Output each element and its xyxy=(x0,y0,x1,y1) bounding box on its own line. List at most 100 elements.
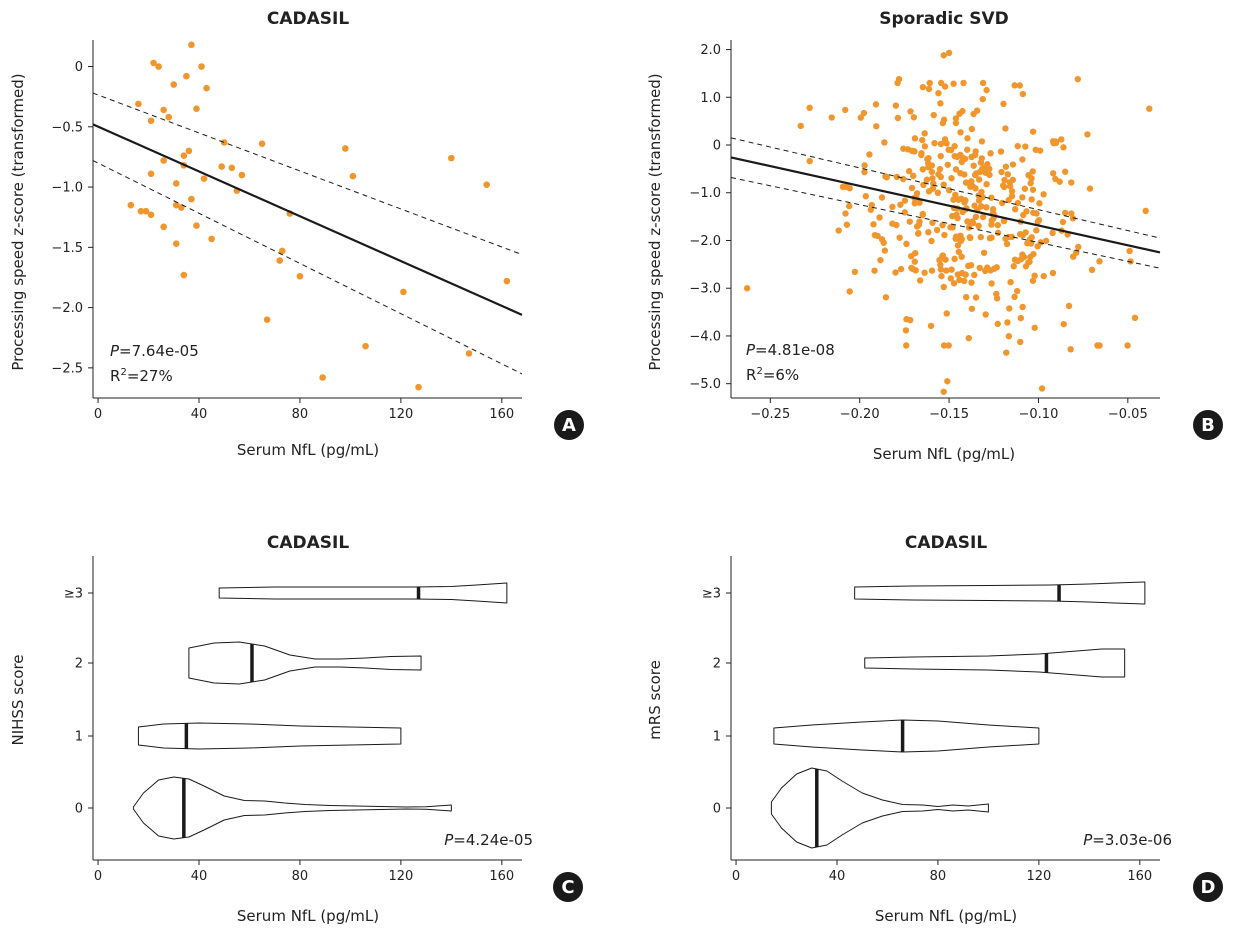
panel-a-point xyxy=(503,277,511,285)
panel-b-point xyxy=(894,114,902,122)
panel-b-point xyxy=(952,119,960,127)
panel-b-point xyxy=(940,181,947,188)
panel-d-y-tick-label: ≥3 xyxy=(702,587,721,602)
panel-b-point xyxy=(892,269,899,276)
panel-d-badge-circle xyxy=(1193,872,1223,902)
panel-b-point xyxy=(1038,385,1046,392)
panel-a-r2-sup: 2 xyxy=(120,367,126,378)
panel-b-point xyxy=(876,214,883,221)
panel-a-point xyxy=(448,154,455,162)
panel-b: Sporadic SVD −0.25 −0.20 −0.15 −0.10 −0.05 2.… xyxy=(646,9,1223,463)
panel-b-point xyxy=(1127,258,1134,265)
panel-c-y-tick-label: 0 xyxy=(75,802,83,817)
panel-b-point xyxy=(958,253,965,260)
panel-c-x-tick-label: 0 xyxy=(94,869,102,884)
panel-a-point xyxy=(170,81,178,88)
panel-a-point xyxy=(160,157,167,164)
panel-b-point xyxy=(1075,243,1082,251)
panel-b-point xyxy=(1021,185,1029,192)
panel-b-point xyxy=(1019,90,1027,98)
panel-d-y-tick-label: 1 xyxy=(713,730,721,745)
panel-b-point xyxy=(972,148,979,155)
panel-b-x-tick-label: −0.20 xyxy=(840,407,880,422)
panel-a: CADASIL 0 40 80 120 160 0 −0.5 −1.0 −1.5 −2.0 −2.5… xyxy=(9,9,584,459)
panel-b-r2: R2=6% xyxy=(746,366,799,384)
panel-a-r2-label: R xyxy=(110,367,120,385)
panel-b-point xyxy=(945,342,952,349)
panel-b-point xyxy=(1000,100,1007,108)
panel-a-point xyxy=(188,195,195,203)
panel-b-title: Sporadic SVD xyxy=(879,9,1008,29)
panel-b-p-number: =4.81e-08 xyxy=(755,341,835,359)
panel-a-point xyxy=(415,383,422,391)
panel-a-y-tick-label: 0 xyxy=(75,60,83,75)
panel-b-point xyxy=(939,252,947,259)
panel-c-plot-area: 0 40 80 120 160 0 1 2 ≥3 xyxy=(64,556,522,884)
panel-b-point xyxy=(1031,272,1038,279)
panel-b-point xyxy=(1029,128,1037,135)
panel-b-point xyxy=(1017,338,1024,346)
panel-a-r2: R2=27% xyxy=(110,367,173,385)
panel-b-point xyxy=(949,224,956,231)
panel-b-point xyxy=(968,305,976,312)
panel-b-point xyxy=(998,199,1006,207)
panel-b-point xyxy=(902,327,910,334)
panel-b-point xyxy=(905,168,913,175)
panel-b-point xyxy=(1042,237,1050,245)
panel-a-xlabel: Serum NfL (pg/mL) xyxy=(237,441,379,459)
panel-b-point xyxy=(1029,186,1037,193)
panel-b-point xyxy=(978,138,986,145)
panel-a-point xyxy=(203,84,210,92)
panel-b-point xyxy=(1060,144,1067,151)
panel-b-point xyxy=(971,202,978,209)
panel-b-point xyxy=(1019,156,1026,163)
panel-b-point xyxy=(931,139,938,147)
panel-d-p-number: =3.03e-06 xyxy=(1092,831,1172,849)
panel-b-point xyxy=(949,212,956,220)
panel-b-xlabel: Serum NfL (pg/mL) xyxy=(873,445,1015,463)
panel-a-point xyxy=(155,63,162,70)
panel-b-point xyxy=(952,115,960,122)
panel-a-point xyxy=(278,247,286,255)
panel-b-point xyxy=(1001,176,1008,184)
panel-b-point xyxy=(997,148,1005,155)
panel-a-point xyxy=(208,235,215,243)
panel-b-point xyxy=(1011,293,1018,301)
panel-b-point xyxy=(916,277,924,284)
panel-b-point xyxy=(925,154,932,162)
panel-a-p-value: P=7.64e-05 xyxy=(110,342,199,360)
panel-b-badge: B xyxy=(1193,410,1223,440)
panel-b-point xyxy=(870,221,877,228)
panel-b-point xyxy=(948,175,955,182)
panel-b-point xyxy=(915,230,922,237)
panel-b-point xyxy=(842,106,849,114)
panel-b-point xyxy=(972,185,979,192)
panel-b-point xyxy=(1030,250,1037,258)
panel-b-point xyxy=(1010,263,1017,270)
panel-b-point xyxy=(962,179,970,186)
panel-b-point xyxy=(972,294,980,301)
panel-a-point xyxy=(137,207,145,215)
panel-a-point xyxy=(188,41,195,49)
panel-a-x-tick-label: 40 xyxy=(191,407,208,422)
panel-b-point xyxy=(929,175,936,182)
panel-b-point xyxy=(987,150,994,157)
panel-b-point xyxy=(1131,314,1139,322)
panel-b-point xyxy=(806,104,813,112)
panel-b-point xyxy=(940,52,947,59)
panel-b-point xyxy=(956,276,963,284)
panel-d-x-tick-label: 120 xyxy=(1026,869,1051,884)
panel-b-point xyxy=(915,221,923,229)
panel-b-point xyxy=(897,201,904,208)
panel-b-ylabel: Processing speed z-score (transformed) xyxy=(646,73,664,370)
panel-b-point xyxy=(925,188,933,195)
panel-b-y-tick-label: 1.0 xyxy=(700,91,721,106)
panel-a-y-tick-label: −2.5 xyxy=(51,361,83,376)
panel-b-x-tick-label: −0.10 xyxy=(1019,407,1059,422)
panel-a-point xyxy=(142,207,150,215)
panel-a-point xyxy=(238,171,246,179)
panel-a-point xyxy=(198,63,205,70)
panel-b-x-tick-label: −0.15 xyxy=(929,407,969,422)
panel-b-point xyxy=(984,161,991,168)
panel-b-point xyxy=(1069,215,1077,222)
